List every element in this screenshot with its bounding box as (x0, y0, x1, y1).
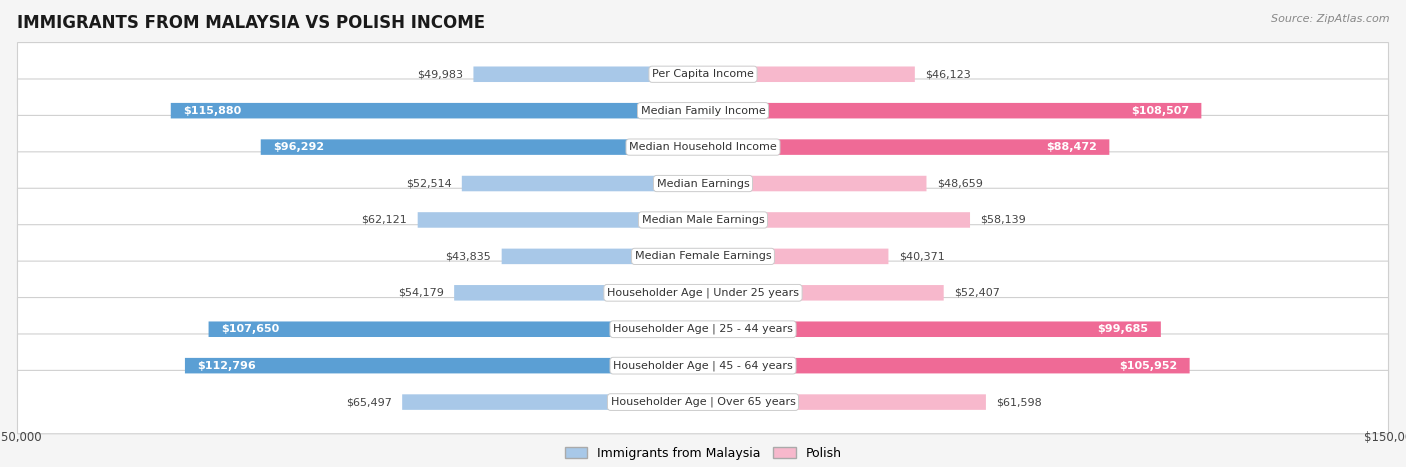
Text: $48,659: $48,659 (936, 178, 983, 189)
Text: Householder Age | Under 25 years: Householder Age | Under 25 years (607, 288, 799, 298)
FancyBboxPatch shape (703, 248, 889, 264)
Text: $107,650: $107,650 (221, 324, 280, 334)
FancyBboxPatch shape (17, 79, 1389, 142)
Legend: Immigrants from Malaysia, Polish: Immigrants from Malaysia, Polish (560, 442, 846, 465)
Text: Householder Age | Over 65 years: Householder Age | Over 65 years (610, 397, 796, 407)
Text: $96,292: $96,292 (273, 142, 325, 152)
FancyBboxPatch shape (17, 370, 1389, 434)
Text: Median Earnings: Median Earnings (657, 178, 749, 189)
Text: $62,121: $62,121 (361, 215, 408, 225)
Text: $58,139: $58,139 (980, 215, 1026, 225)
FancyBboxPatch shape (17, 297, 1389, 361)
FancyBboxPatch shape (502, 248, 703, 264)
FancyBboxPatch shape (170, 103, 703, 119)
Text: $52,407: $52,407 (955, 288, 1000, 298)
Text: $108,507: $108,507 (1130, 106, 1189, 116)
Text: $43,835: $43,835 (446, 251, 491, 262)
Text: Per Capita Income: Per Capita Income (652, 69, 754, 79)
FancyBboxPatch shape (17, 334, 1389, 397)
FancyBboxPatch shape (208, 321, 703, 337)
Text: $49,983: $49,983 (418, 69, 463, 79)
FancyBboxPatch shape (703, 103, 1201, 119)
Text: Source: ZipAtlas.com: Source: ZipAtlas.com (1271, 14, 1389, 24)
Text: $112,796: $112,796 (197, 361, 256, 371)
Text: $40,371: $40,371 (898, 251, 945, 262)
Text: $52,514: $52,514 (406, 178, 451, 189)
Text: Median Family Income: Median Family Income (641, 106, 765, 116)
Text: $105,952: $105,952 (1119, 361, 1177, 371)
FancyBboxPatch shape (17, 42, 1389, 106)
Text: $46,123: $46,123 (925, 69, 972, 79)
Text: Householder Age | 45 - 64 years: Householder Age | 45 - 64 years (613, 361, 793, 371)
FancyBboxPatch shape (260, 139, 703, 155)
Text: IMMIGRANTS FROM MALAYSIA VS POLISH INCOME: IMMIGRANTS FROM MALAYSIA VS POLISH INCOM… (17, 14, 485, 32)
FancyBboxPatch shape (703, 176, 927, 191)
Text: $54,179: $54,179 (398, 288, 444, 298)
FancyBboxPatch shape (703, 394, 986, 410)
Text: $65,497: $65,497 (346, 397, 392, 407)
Text: $99,685: $99,685 (1098, 324, 1149, 334)
FancyBboxPatch shape (703, 212, 970, 228)
FancyBboxPatch shape (17, 152, 1389, 215)
FancyBboxPatch shape (17, 261, 1389, 325)
Text: $115,880: $115,880 (183, 106, 242, 116)
FancyBboxPatch shape (703, 358, 1189, 374)
Text: Householder Age | 25 - 44 years: Householder Age | 25 - 44 years (613, 324, 793, 334)
FancyBboxPatch shape (703, 66, 915, 82)
Text: Median Female Earnings: Median Female Earnings (634, 251, 772, 262)
Text: $61,598: $61,598 (997, 397, 1042, 407)
FancyBboxPatch shape (17, 115, 1389, 179)
Text: Median Male Earnings: Median Male Earnings (641, 215, 765, 225)
FancyBboxPatch shape (17, 225, 1389, 288)
FancyBboxPatch shape (461, 176, 703, 191)
FancyBboxPatch shape (402, 394, 703, 410)
FancyBboxPatch shape (703, 321, 1161, 337)
FancyBboxPatch shape (186, 358, 703, 374)
FancyBboxPatch shape (703, 285, 943, 301)
Text: Median Household Income: Median Household Income (628, 142, 778, 152)
FancyBboxPatch shape (474, 66, 703, 82)
FancyBboxPatch shape (17, 188, 1389, 252)
FancyBboxPatch shape (454, 285, 703, 301)
FancyBboxPatch shape (703, 139, 1109, 155)
FancyBboxPatch shape (418, 212, 703, 228)
Text: $88,472: $88,472 (1046, 142, 1097, 152)
